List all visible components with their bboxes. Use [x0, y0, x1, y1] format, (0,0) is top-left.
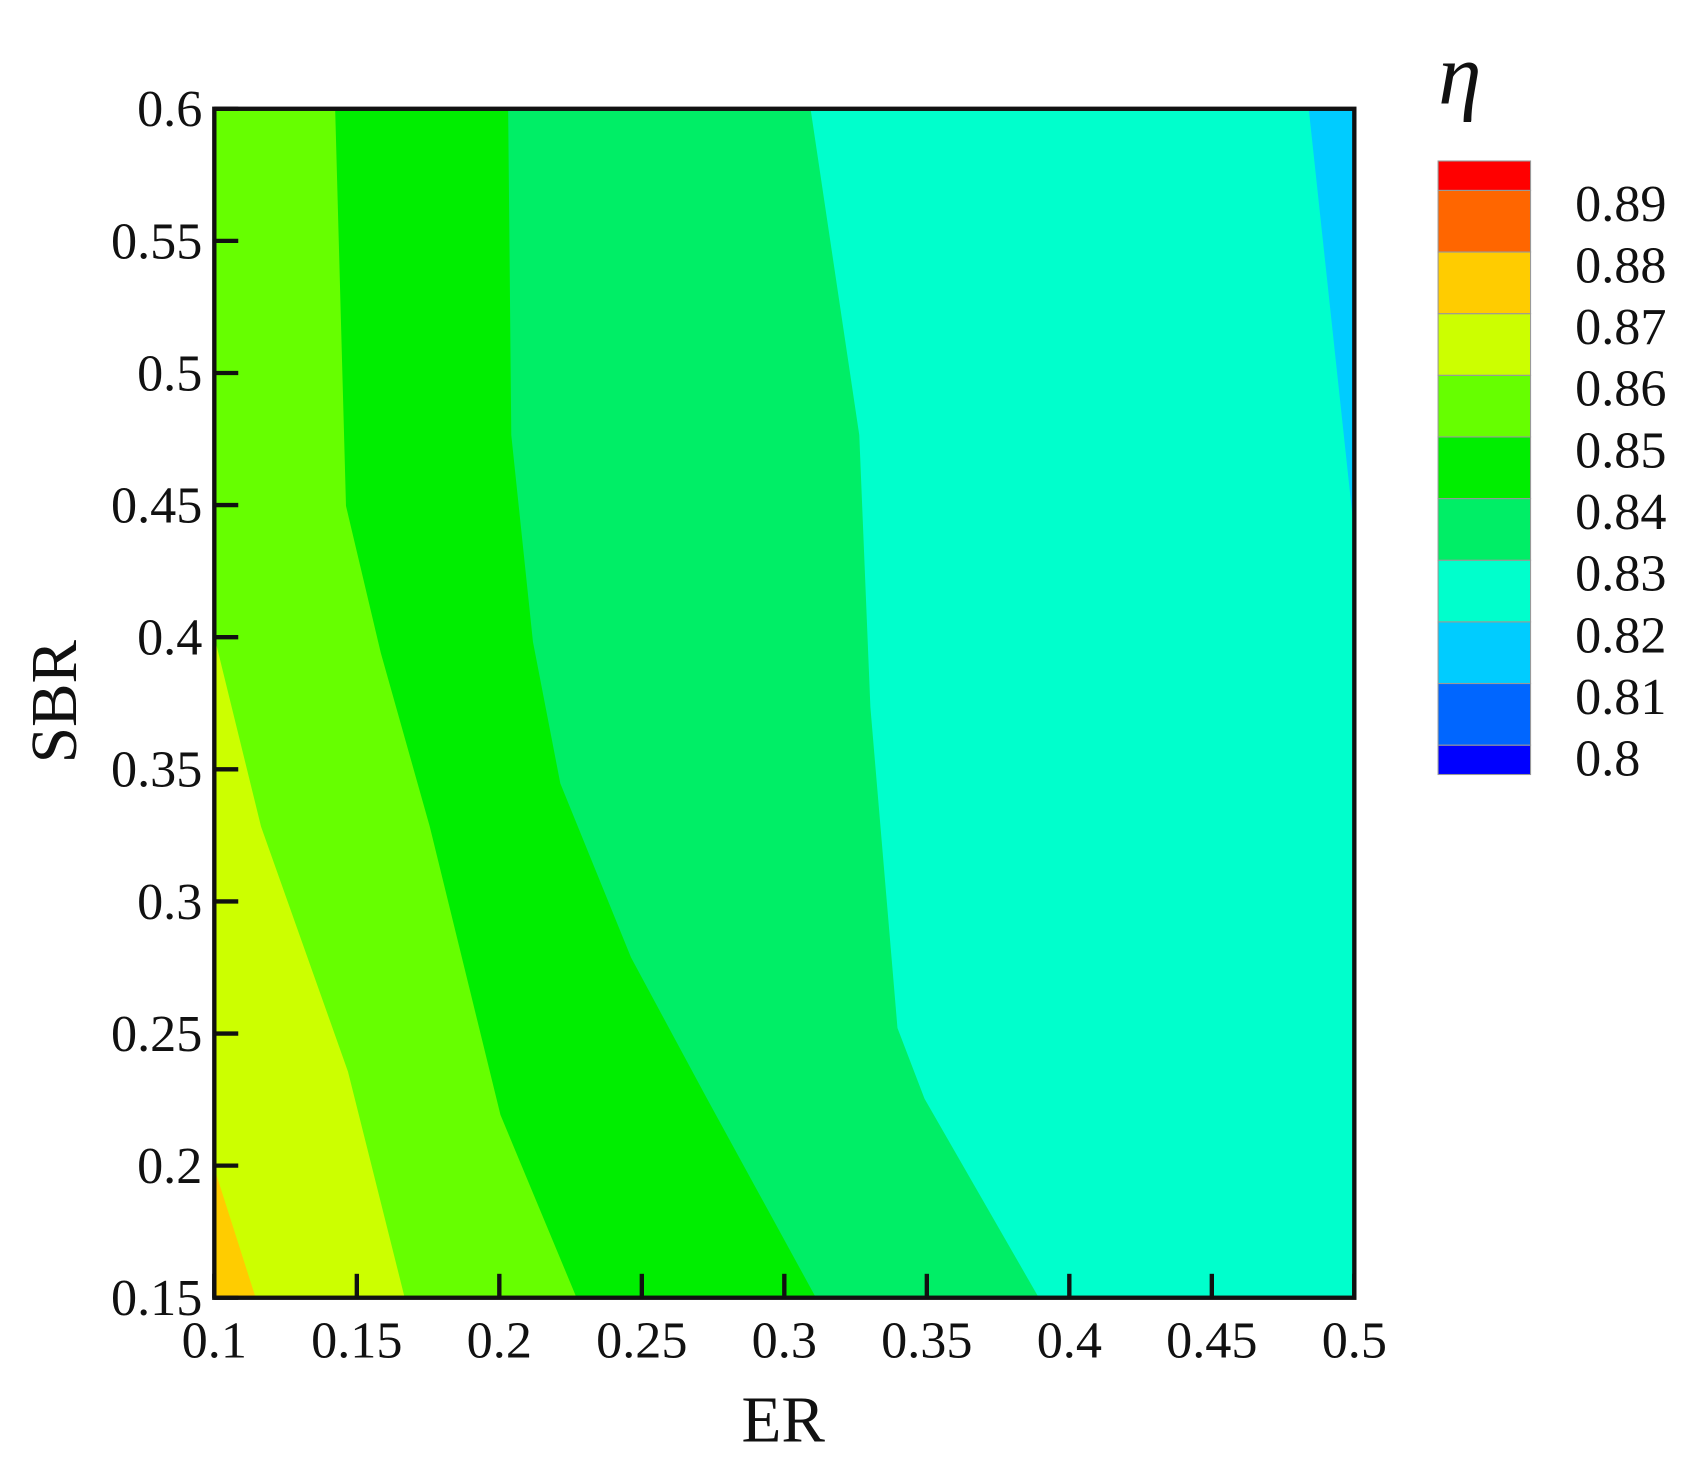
- y-axis-label: SBR: [19, 639, 91, 763]
- x-axis-label: ER: [742, 1384, 826, 1456]
- y-tick-label: 0.5: [137, 344, 202, 402]
- y-tick-label: 0.3: [137, 873, 202, 931]
- y-tick-label: 0.45: [111, 477, 202, 535]
- colorbar-band: [1437, 498, 1532, 561]
- x-tick-label: 0.3: [752, 1312, 817, 1370]
- colorbar-title: η: [1438, 25, 1481, 122]
- y-tick-label: 0.55: [111, 212, 202, 270]
- colorbar-band: [1437, 559, 1532, 623]
- colorbar-label: 0.83: [1575, 545, 1666, 603]
- x-tick-label: 0.45: [1166, 1312, 1257, 1370]
- x-tick-label: 0.25: [596, 1312, 687, 1370]
- colorbar-band: [1437, 160, 1532, 191]
- y-tick-label: 0.6: [137, 80, 202, 138]
- contour-region: [214, 108, 405, 1298]
- x-tick-label: 0.1: [182, 1312, 247, 1370]
- colorbar-label: 0.89: [1575, 175, 1666, 233]
- colorbar-band: [1437, 621, 1532, 685]
- colorbar-label: 0.86: [1575, 360, 1666, 418]
- x-tick-label: 0.5: [1322, 1312, 1387, 1370]
- x-tick-label: 0.35: [881, 1312, 972, 1370]
- colorbar-band: [1437, 251, 1532, 315]
- colorbar-label: 0.8: [1575, 730, 1640, 788]
- colorbar-band: [1437, 682, 1532, 746]
- colorbar-band: [1437, 374, 1532, 438]
- y-tick-label: 0.2: [137, 1137, 202, 1195]
- y-tick-label: 0.4: [137, 609, 202, 667]
- colorbar-label: 0.84: [1575, 483, 1666, 541]
- colorbar-label: 0.88: [1575, 236, 1666, 294]
- contour-fills: [214, 108, 1355, 1298]
- x-tick-label: 0.4: [1037, 1312, 1102, 1370]
- colorbar-band: [1437, 436, 1532, 500]
- x-tick-label: 0.2: [467, 1312, 532, 1370]
- colorbar-label: 0.87: [1575, 298, 1666, 356]
- colorbar-band: [1437, 313, 1532, 376]
- colorbar-label: 0.81: [1575, 668, 1666, 726]
- colorbar-band: [1437, 189, 1532, 253]
- colorbar-band: [1437, 744, 1532, 776]
- colorbar-label: 0.85: [1575, 421, 1666, 479]
- y-tick-label: 0.15: [111, 1269, 202, 1327]
- colorbar-label: 0.82: [1575, 606, 1666, 664]
- y-tick-label: 0.35: [111, 741, 202, 799]
- x-tick-label: 0.15: [311, 1312, 402, 1370]
- y-tick-label: 0.25: [111, 1005, 202, 1063]
